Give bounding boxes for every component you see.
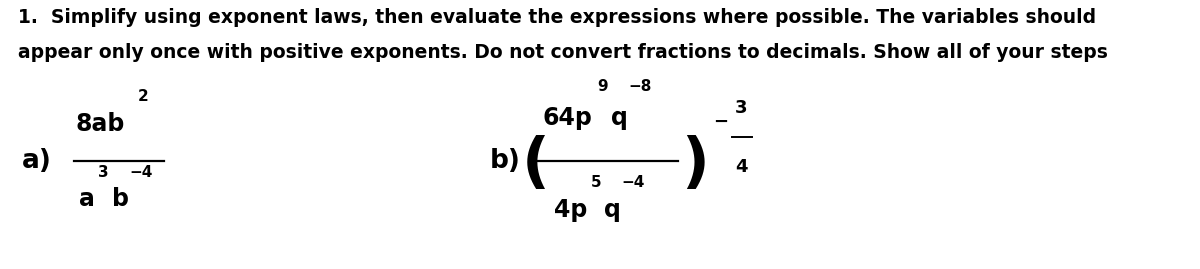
Text: a: a	[79, 187, 95, 211]
Text: 3: 3	[734, 99, 746, 116]
Text: q: q	[604, 198, 620, 222]
Text: −: −	[713, 114, 728, 131]
Text: 2: 2	[138, 89, 149, 104]
Text: 4: 4	[736, 158, 748, 176]
Text: b: b	[112, 187, 128, 211]
Text: 3: 3	[98, 165, 109, 180]
Text: 1.  Simplify using exponent laws, then evaluate the expressions where possible. : 1. Simplify using exponent laws, then ev…	[18, 8, 1096, 27]
Text: 4p: 4p	[554, 198, 588, 222]
Text: a): a)	[22, 148, 52, 174]
Text: −8: −8	[629, 79, 652, 94]
Text: b): b)	[490, 148, 521, 174]
Text: 5: 5	[590, 175, 601, 190]
Text: 8ab: 8ab	[76, 112, 125, 136]
Text: q: q	[611, 106, 628, 130]
Text: ): )	[682, 134, 709, 194]
Text: appear only once with positive exponents. Do not convert fractions to decimals. : appear only once with positive exponents…	[18, 43, 1108, 62]
Text: (: (	[522, 134, 550, 194]
Text: −4: −4	[622, 175, 644, 190]
Text: 9: 9	[598, 79, 608, 94]
Text: 64p: 64p	[542, 106, 593, 130]
Text: −4: −4	[130, 165, 152, 180]
